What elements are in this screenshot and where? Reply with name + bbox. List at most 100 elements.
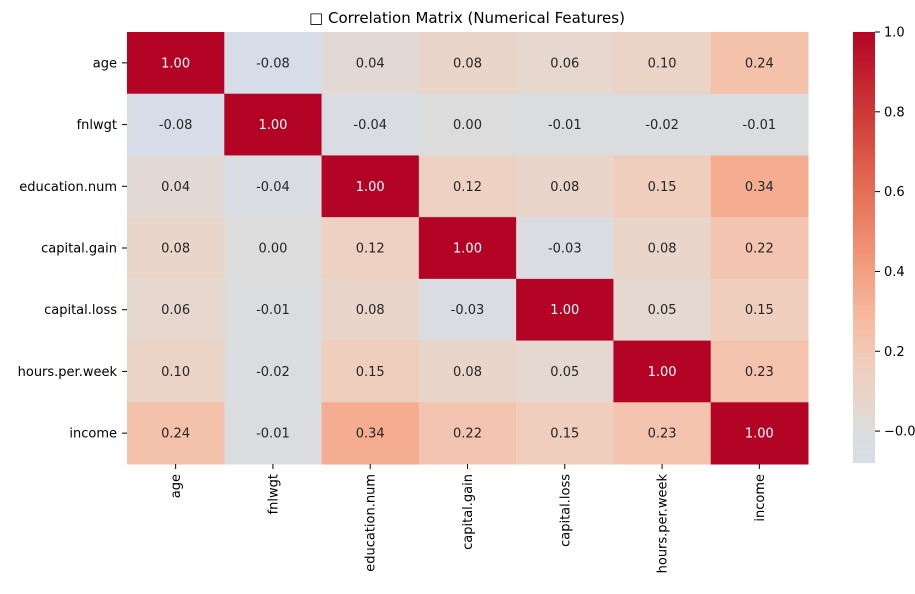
heatmap-cell [321,32,420,95]
heatmap-cell [418,340,517,403]
x-tick-label: fnlwgt [266,474,281,514]
heatmap-cell [516,217,614,280]
cell-value-label: 0.08 [550,180,579,195]
cell-value-label: 0.06 [161,303,190,318]
cell-value-label: 0.23 [648,427,677,442]
cell-value-label: -0.01 [743,118,777,133]
heatmap-cell [710,402,809,465]
chart-title: □ Correlation Matrix (Numerical Features… [309,9,625,27]
cell-value-label: 0.15 [648,180,677,195]
heatmap-cell [613,155,712,218]
heatmap-cell [127,402,225,465]
cell-value-label: 0.34 [745,180,774,195]
cell-value-label: -0.02 [256,365,290,380]
heatmap-cell [516,402,614,465]
colorbar-tick-label: 0.2 [884,345,905,360]
cell-value-label: 0.22 [745,242,774,257]
heatmap-cell [321,217,420,280]
heatmap-cell [613,32,712,95]
heatmap-cell [224,155,323,218]
cell-value-label: 0.34 [356,427,385,442]
cell-value-label: 0.10 [161,365,190,380]
heatmap-cell [613,340,712,403]
heatmap-cell [224,402,323,465]
cell-value-label: 0.24 [745,56,774,71]
cell-value-label: 1.00 [745,427,774,442]
x-tick-label: income [753,474,768,522]
cell-value-label: 0.12 [356,242,385,257]
heatmap-cell [224,340,323,403]
heatmap-cell [613,278,712,342]
cell-value-label: 0.08 [453,365,482,380]
heatmap-cell [516,278,614,342]
cell-value-label: 1.00 [550,303,579,318]
heatmap-cell [710,217,809,280]
cell-value-label: 1.00 [356,180,385,195]
y-tick-label: fnlwgt [77,118,117,133]
cell-value-label: 0.12 [453,180,482,195]
cell-value-label: 0.05 [550,365,579,380]
cell-value-label: 0.22 [453,427,482,442]
heatmap-cell [710,340,809,403]
heatmap-cell [127,278,225,342]
cell-value-label: 0.04 [161,180,190,195]
y-axis: age fnlwgt education.num capital.gain capita… [18,56,127,442]
cell-value-label: 0.15 [550,427,579,442]
heatmap-cell [321,278,420,342]
heatmap-cell [224,93,323,156]
heatmap-cell [710,93,809,156]
heatmap-cell [418,155,517,218]
x-tick-label: age [169,474,184,498]
heatmap-cell [418,93,517,156]
cell-value-label: -0.03 [451,303,485,318]
cell-value-label: 0.04 [356,56,385,71]
heatmap-cells [127,32,809,465]
cell-value-label: 0.08 [161,242,190,257]
cell-value-label: 0.00 [258,242,287,257]
cell-value-label: 0.06 [550,56,579,71]
cell-value-label: -0.01 [256,427,290,442]
x-tick-label: capital.gain [461,474,476,550]
x-tick-label: education.num [364,474,379,572]
cell-value-label: -0.02 [645,118,679,133]
cell-value-label: 1.00 [258,118,287,133]
heatmap-cell [710,155,809,218]
y-tick-label: capital.loss [44,303,117,318]
cell-value-label: -0.03 [548,242,582,257]
cell-value-label: 0.24 [161,427,190,442]
cell-value-label: 0.15 [745,303,774,318]
y-tick-label: hours.per.week [18,365,118,380]
heatmap-cell [418,278,517,342]
colorbar-tick-label: 1.0 [884,26,905,41]
heatmap-cell [224,217,323,280]
cell-value-label: -0.08 [159,118,193,133]
cell-value-label: -0.08 [256,56,290,71]
y-tick-label: education.num [19,180,117,195]
y-tick-label: income [69,427,117,442]
colorbar-gradient [853,32,875,463]
heatmap-cell [127,155,225,218]
heatmap-cell [613,402,712,465]
heatmap-cell [321,340,420,403]
cell-value-label: 0.08 [648,242,677,257]
heatmap-cell [127,340,225,403]
cell-value-label: 0.05 [648,303,677,318]
cell-value-label: -0.04 [353,118,387,133]
heatmap-cell [224,32,323,95]
cell-value-label: 0.15 [356,365,385,380]
heatmap-cell [127,32,225,95]
heatmap-cell [710,278,809,342]
heatmap-cell [321,402,420,465]
cell-value-label: 0.23 [745,365,774,380]
colorbar-tick-label: 0.6 [884,185,905,200]
colorbar-tick-label: 0.4 [884,265,905,280]
heatmap-cell [710,32,809,95]
cell-value-label: 1.00 [161,56,190,71]
heatmap-cell [321,155,420,218]
cell-value-label: -0.01 [256,303,290,318]
heatmap-annotations: 1.00 -0.08 0.04 0.08 0.06 0.10 0.24 -0.08 1.00 -0… [159,56,776,441]
colorbar: −0.0 0.2 0.4 0.6 0.8 1.0 [853,26,915,463]
heatmap-cell [516,93,614,156]
x-tick-label: hours.per.week [656,474,671,574]
